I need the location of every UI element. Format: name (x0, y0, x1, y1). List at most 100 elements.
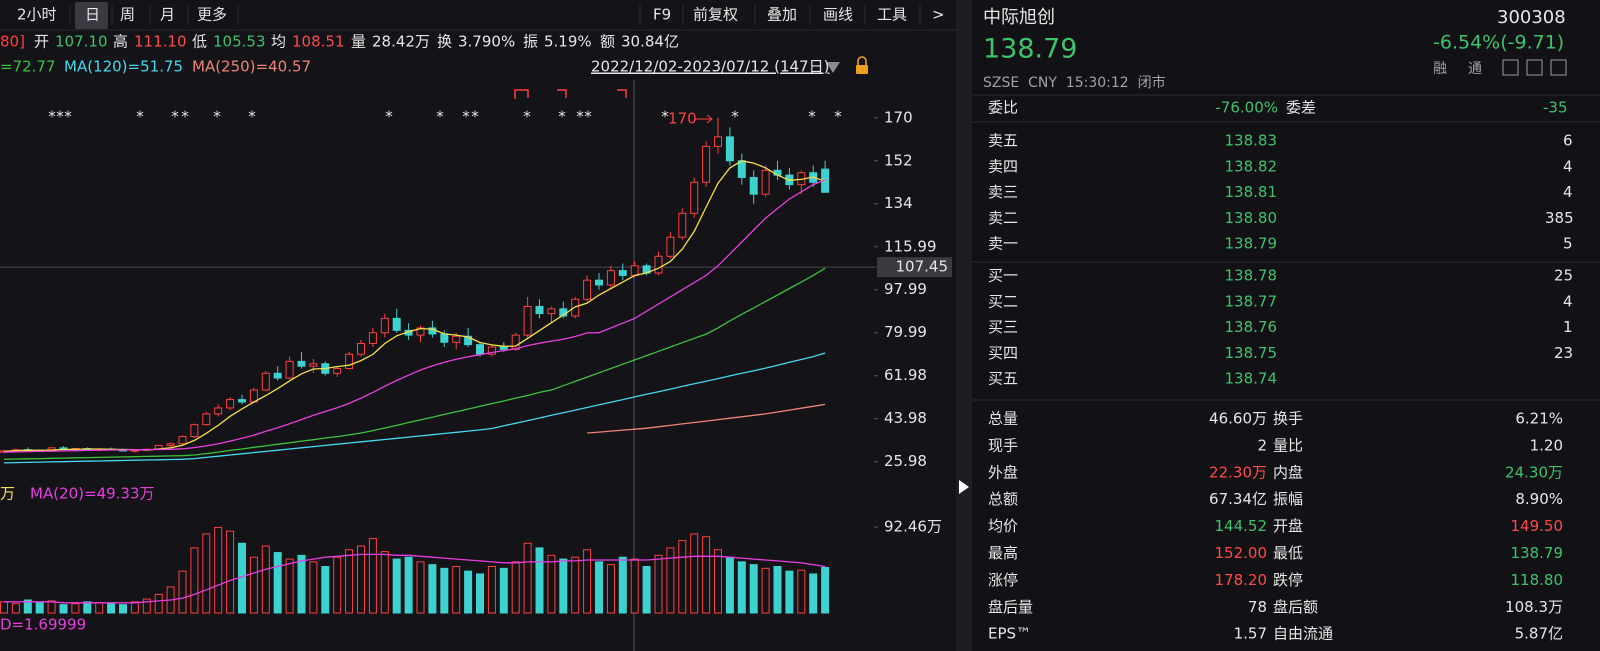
event-marker: * (462, 108, 470, 126)
book-label: 卖三 (988, 183, 1018, 201)
candle-body (464, 335, 473, 346)
date-range[interactable]: 2022/12/02-2023/07/12 (147日) (591, 58, 829, 76)
y-tick-label: 115.99 (884, 237, 937, 255)
lock-icon[interactable] (856, 65, 868, 74)
toolbar-tab[interactable]: 周 (120, 6, 135, 24)
event-marker: * (248, 108, 256, 126)
market-info: SZSE CNY 15:30:12 闭市 (983, 74, 1166, 91)
candle-body (226, 399, 235, 409)
stat-value: 108.3万 (1505, 598, 1563, 616)
volume-bar (404, 556, 413, 614)
volume-bar (47, 600, 56, 614)
candle-body (666, 236, 675, 257)
quote-label: 开 (34, 33, 49, 51)
toolbar-button[interactable]: F9 (653, 6, 671, 24)
volume-bar (428, 564, 437, 614)
quote-label: 额 (600, 33, 615, 51)
quote-value: 30.84亿 (621, 33, 679, 51)
book-volume: 4 (1563, 183, 1573, 201)
volume-bar (797, 569, 806, 614)
toolbar-button[interactable]: > (932, 6, 945, 24)
candle-body (654, 255, 663, 274)
volume-bar (416, 561, 425, 614)
volume-bar (333, 556, 342, 614)
candle-body (725, 136, 734, 162)
stat-value: 78 (1248, 598, 1267, 616)
tag[interactable]: 通 (1468, 61, 1482, 77)
toolbar-button[interactable]: 工具 (877, 6, 907, 24)
volume-bar (821, 566, 830, 614)
book-price: 138.74 (1225, 370, 1278, 388)
volume-bar (666, 547, 675, 614)
indicator-label: D=1.69999 (0, 616, 86, 634)
toolbar-tab[interactable]: 日 (85, 6, 100, 24)
ma-legend: MA(250)=40.57 (192, 58, 311, 76)
ma-legend: =72.77 (0, 58, 56, 76)
volume-bar (23, 599, 32, 614)
stat-value: 138.79 (1511, 544, 1564, 562)
candle-body (630, 265, 639, 276)
stat-value: 144.52 (1215, 517, 1268, 535)
candle-body (166, 443, 175, 446)
toolbar-button[interactable]: 前复权 (693, 6, 738, 24)
volume-bar (654, 554, 663, 614)
book-label: 买二 (988, 292, 1018, 310)
event-marker: * (558, 108, 566, 126)
tool-icon[interactable] (1550, 59, 1567, 76)
quote-label: 低 (192, 33, 207, 51)
volume-bar (785, 570, 794, 614)
volume-bar (440, 567, 449, 614)
event-marker: * (808, 108, 816, 126)
toolbar-tab[interactable]: 更多 (197, 6, 227, 24)
volume-bar (392, 558, 401, 614)
toolbar-button[interactable]: 画线 (823, 6, 853, 24)
candle-body (476, 344, 484, 355)
ma-legend: MA(120)=51.75 (64, 58, 183, 76)
tool-icon[interactable] (1526, 59, 1543, 76)
event-marker: * (471, 108, 479, 126)
stat-label: 现手 (988, 436, 1018, 454)
book-volume: 25 (1554, 267, 1573, 285)
volume-unit: 万 (0, 485, 15, 503)
price-change: -6.54%(-9.71) (1433, 32, 1564, 54)
stat-value: 178.20 (1215, 571, 1268, 589)
volume-bar (809, 573, 818, 614)
candle-body (273, 372, 282, 379)
quote-label: 换 (437, 33, 452, 51)
toolbar-tab[interactable]: 2小时 (17, 6, 57, 24)
volume-bar (309, 561, 318, 614)
quote-value: 3.790% (458, 33, 515, 51)
event-marker: * (576, 108, 584, 126)
event-marker: * (523, 108, 531, 126)
toolbar-button[interactable]: 叠加 (767, 6, 797, 24)
volume-bar (737, 561, 746, 614)
splitter[interactable] (956, 0, 972, 651)
y-tick-label: 43.98 (884, 409, 927, 427)
candle-body (368, 332, 377, 344)
volume-bar (190, 547, 199, 614)
volume-bar (130, 601, 139, 614)
candle-body (702, 145, 711, 183)
lock-shackle (857, 56, 867, 65)
volume-bar (476, 573, 484, 614)
collapse-arrow[interactable] (959, 480, 969, 494)
volume-bar (559, 558, 568, 614)
volume-bar (773, 566, 782, 614)
stat-label: 最高 (988, 544, 1018, 562)
volume-bar (273, 552, 282, 614)
stock-name: 中际旭创 (983, 7, 1055, 28)
tool-icon[interactable] (1502, 59, 1519, 76)
book-volume: 1 (1563, 318, 1573, 336)
stat-label: 跌停 (1273, 571, 1303, 589)
stat-label: 盘后量 (988, 598, 1033, 616)
active-tab-bg (75, 2, 108, 29)
candle-body (678, 212, 687, 238)
last-price-box (877, 257, 952, 278)
stat-value: 67.34亿 (1209, 490, 1267, 508)
toolbar-tab[interactable]: 月 (160, 6, 175, 24)
tag[interactable]: 融 (1433, 61, 1447, 77)
range-dropdown[interactable] (826, 62, 840, 73)
stat-label: 总量 (988, 410, 1018, 428)
event-marker: * (731, 108, 739, 126)
quote-value: 5.19% (544, 33, 592, 51)
